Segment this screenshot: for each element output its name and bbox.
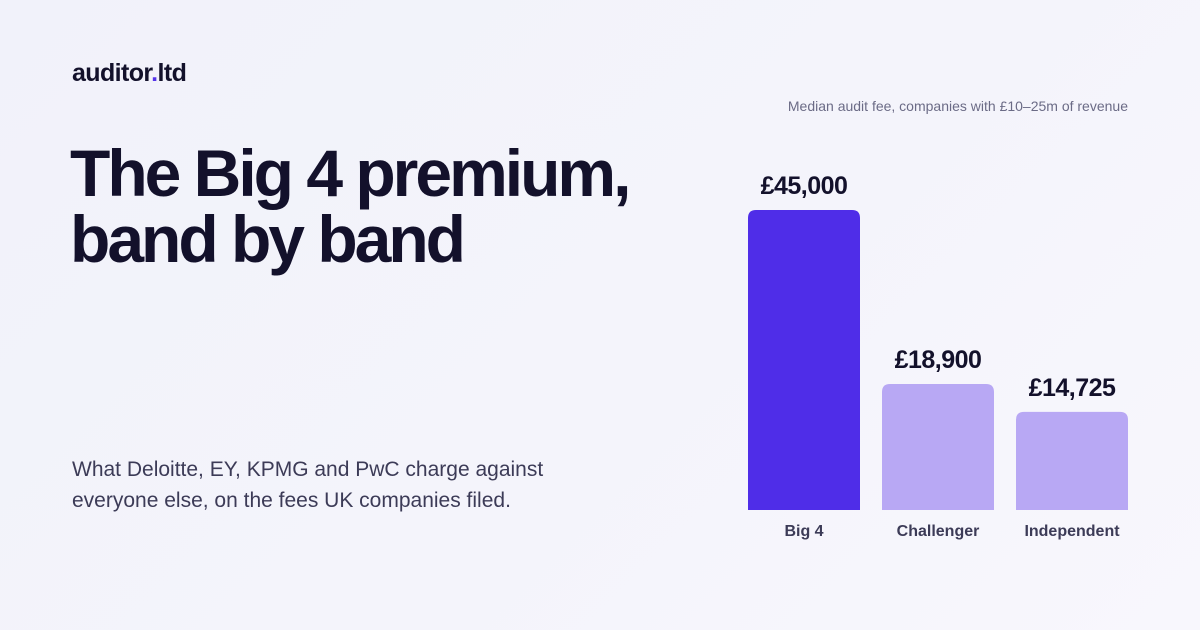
bar-independent [1016,411,1128,510]
headline-line-1: The Big 4 premium, [70,136,631,210]
bar-value-label: £18,900 [895,346,982,374]
brand-name: auditor [72,59,152,87]
category-label: Independent [1024,523,1120,540]
headline-line-2: band by band [70,202,466,276]
bar-value-label: £45,000 [761,172,848,200]
chart-title: Median audit fee, companies with £10–25m… [787,98,1128,114]
category-label: Big 4 [784,523,823,540]
brand-dot: . [151,59,158,87]
category-label: Challenger [897,523,980,540]
brand-suffix: ltd [157,59,187,87]
brand-logo: auditor.ltd [72,58,187,88]
bar-challenger [882,384,994,510]
headline: The Big 4 premium, band by band [70,140,670,272]
bar-value-label: £14,725 [1029,374,1116,402]
bar-big-4 [748,210,860,510]
subtitle: What Deloitte, EY, KPMG and PwC charge a… [72,458,544,512]
